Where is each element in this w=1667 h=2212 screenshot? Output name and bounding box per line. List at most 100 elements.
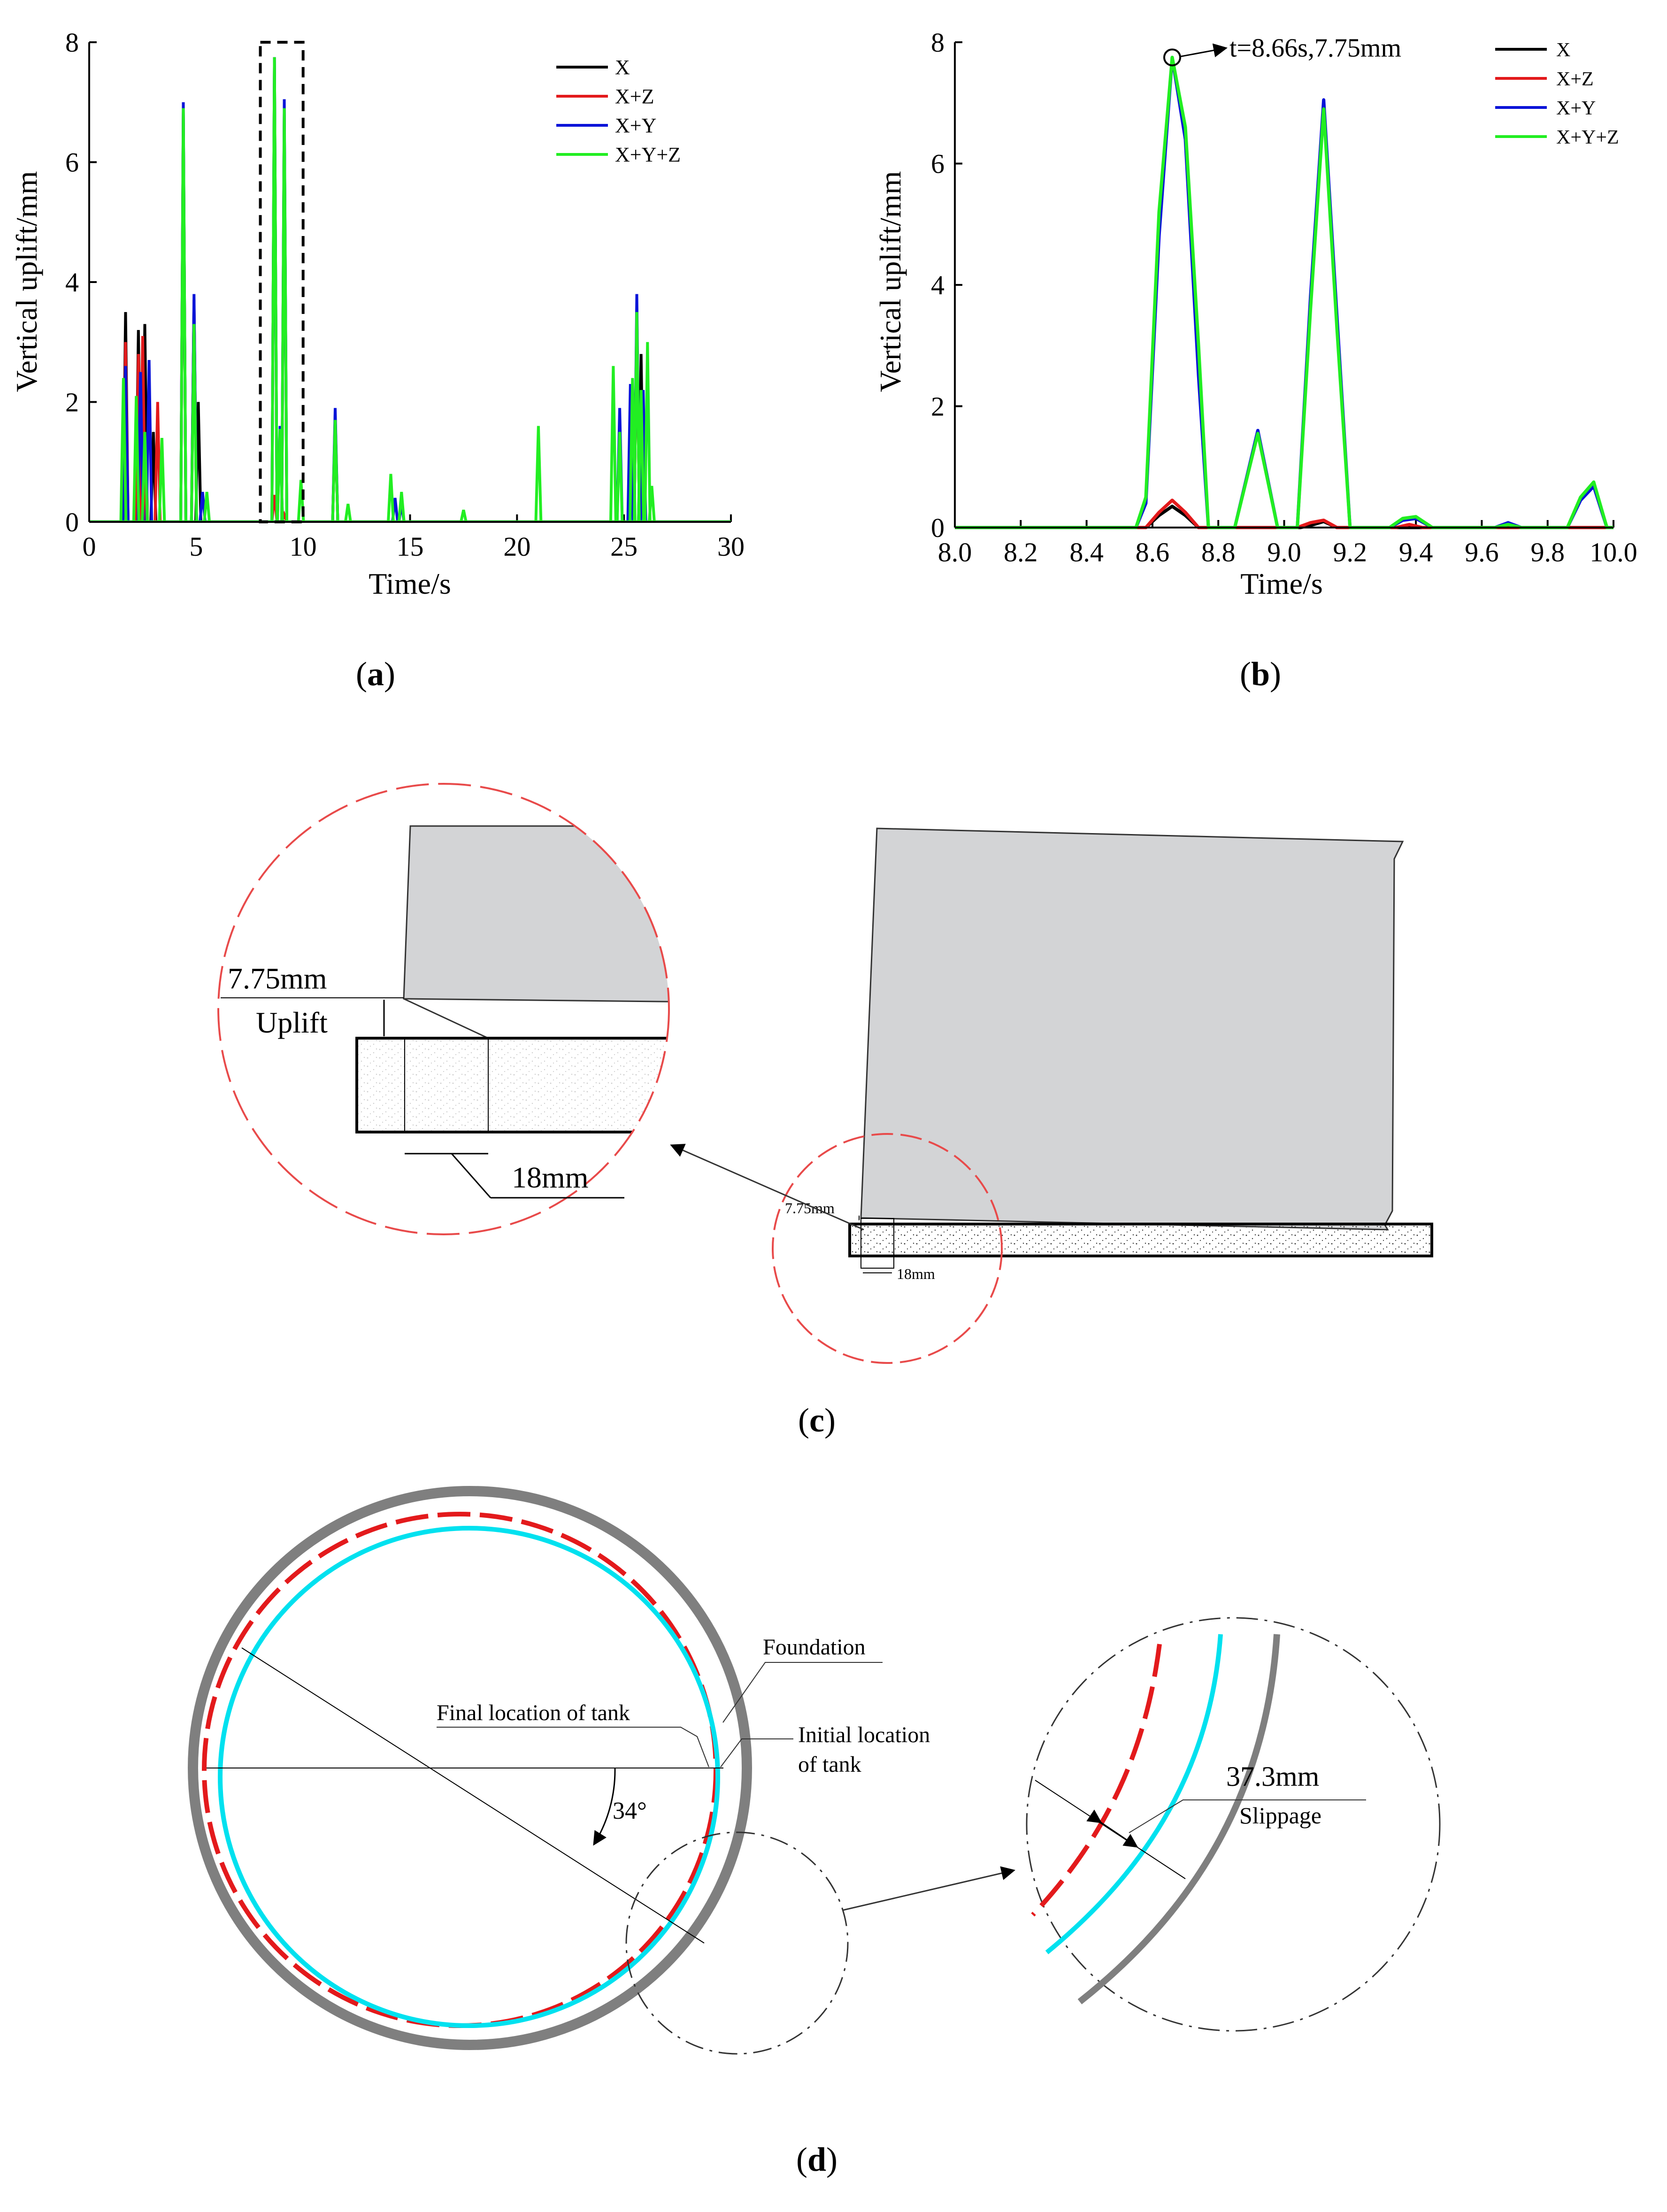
legend-b-label-xyz: X+Y+Z [1556,127,1619,148]
legend-label-xz: X+Z [615,85,654,108]
panel-b-annotation-arrow [1180,43,1228,57]
series-spike-XYZ [615,432,624,522]
detail-uplift-value: 7.75mm [228,962,327,995]
tank-body [860,827,1404,1231]
detail-pointer-arrow [670,1144,864,1231]
legend-b-label-xz: X+Z [1556,69,1594,90]
panel-a-x-axis: 0 5 10 15 20 25 30 [83,514,745,562]
panel-a-series [89,57,731,523]
foundation-leader [722,1662,883,1723]
slippage-leader [1129,1799,1366,1833]
series-spike-XYZ [280,108,289,522]
final-location-label: Final location of tank [437,1700,630,1725]
panel-b-legend: X X+Z X+Y X+Y+Z [1495,39,1619,148]
angle-arc [593,1768,616,1846]
small-width-label: 18mm [897,1265,935,1282]
panel-b-xlabel: Time/s [1240,567,1323,600]
x-tick-label: 20 [503,531,530,562]
legend-b-label-x: X [1556,39,1570,61]
series-line-XZ [955,498,1613,529]
panel-b-caption: (b) [1240,655,1281,693]
x-tick-label: 10 [290,531,317,562]
initial-location-label-2: of tank [798,1752,861,1777]
x-tick-label: 9.0 [1267,537,1301,567]
panel-c-caption: (c) [798,1401,836,1439]
x-tick-label: 30 [717,531,745,562]
width-leader-line [451,1153,492,1198]
series-spike-XYZ [387,474,395,522]
y-tick-label: 8 [931,27,945,58]
legend-b-label-xy: X+Y [1556,98,1596,119]
x-tick-label: 8.6 [1136,537,1170,567]
series-spike-XY [145,360,154,522]
y-tick-label: 4 [65,267,79,298]
detail-red-circle [217,783,670,1235]
series-spike-XYZ [609,366,617,522]
series-spike-XYZ [132,396,140,522]
series-spike-XYZ [643,342,652,522]
final-location-ring [202,1512,718,2028]
x-tick-label: 9.2 [1333,537,1367,567]
slippage-value: 37.3mm [1226,1761,1319,1792]
series-spike-XYZ [647,486,656,522]
panel-a-xlabel: Time/s [369,567,451,600]
series-spike-XYZ [158,438,166,522]
legend-label-xy: X+Y [615,114,656,137]
detail-uplift-label: Uplift [256,1006,328,1039]
y-tick-label: 6 [65,147,79,178]
x-tick-label: 10.0 [1590,537,1637,567]
series-spike-XYZ [190,324,198,522]
y-tick-label: 0 [931,513,945,543]
series-line-XYZ [955,55,1613,529]
panel-d-diagram: 34° Foundation Final location of tank In… [188,1486,1441,2178]
detail-final-ring [1031,1644,1162,1917]
small-detail-circle [625,1831,849,2055]
panel-a-y-axis: 0 2 4 6 8 [65,27,97,537]
y-tick-label: 2 [931,391,945,422]
x-tick-label: 8.4 [1069,537,1104,567]
x-tick-label: 5 [189,531,203,562]
initial-location-label-1: Initial location [798,1722,930,1747]
detail-width-value: 18mm [512,1161,589,1194]
panel-b-chart: 0 2 4 6 8 8.0 8.2 8.4 8.6 8.8 9.0 9.2 9.4 9.6 9.8 10.0… [874,27,1637,693]
x-tick-label: 8.8 [1201,537,1236,567]
x-tick-label: 9.8 [1530,537,1565,567]
y-tick-label: 0 [65,507,79,537]
detail-foundation-ring [1077,1634,1280,2005]
x-tick-label: 15 [397,531,424,562]
detail-view: 7.75mm Uplift 18mm [217,783,670,1235]
series-spike-XYZ [331,420,339,522]
x-tick-label: 9.4 [1399,537,1433,567]
series-spike-XYZ [141,432,149,522]
foundation-ring [188,1486,752,2050]
series-spike-XYZ [460,509,468,522]
panel-c-diagram: 7.75mm 18mm 7.75mm Uplift [217,783,1433,1439]
small-detail-box [860,1218,894,1269]
initial-location-ring [218,1526,720,2028]
x-tick-label: 25 [610,531,638,562]
slippage-dim-arrow [1086,1809,1138,1848]
panel-a-caption: (a) [356,655,395,693]
foundation-strip [848,1223,1433,1257]
slippage-direction-line [241,1647,705,1944]
initial-location-leader [720,1738,793,1768]
angle-label: 34° [613,1798,647,1824]
large-detail-circle [1026,1617,1441,2032]
y-tick-label: 8 [65,27,79,58]
series-spike-XYZ [344,504,352,522]
legend-label-xyz: X+Y+Z [615,143,681,166]
detail-tank [403,825,669,1003]
foundation-label: Foundation [763,1635,866,1660]
slippage-detail-view: 37.3mm Slippage [1026,1617,1441,2032]
panel-a-legend: X X+Z X+Y X+Y+Z [556,56,681,166]
x-tick-label: 8.0 [938,537,972,567]
series-spike-XYZ [203,491,211,522]
y-tick-label: 6 [931,149,945,179]
series-spike-XYZ [534,426,543,522]
detail-initial-ring [1045,1634,1223,1954]
series-spike-XYZ [397,491,406,522]
series-spike-XYZ [637,390,645,522]
panel-b-series [955,55,1613,529]
detail-tank-edge [403,998,489,1039]
